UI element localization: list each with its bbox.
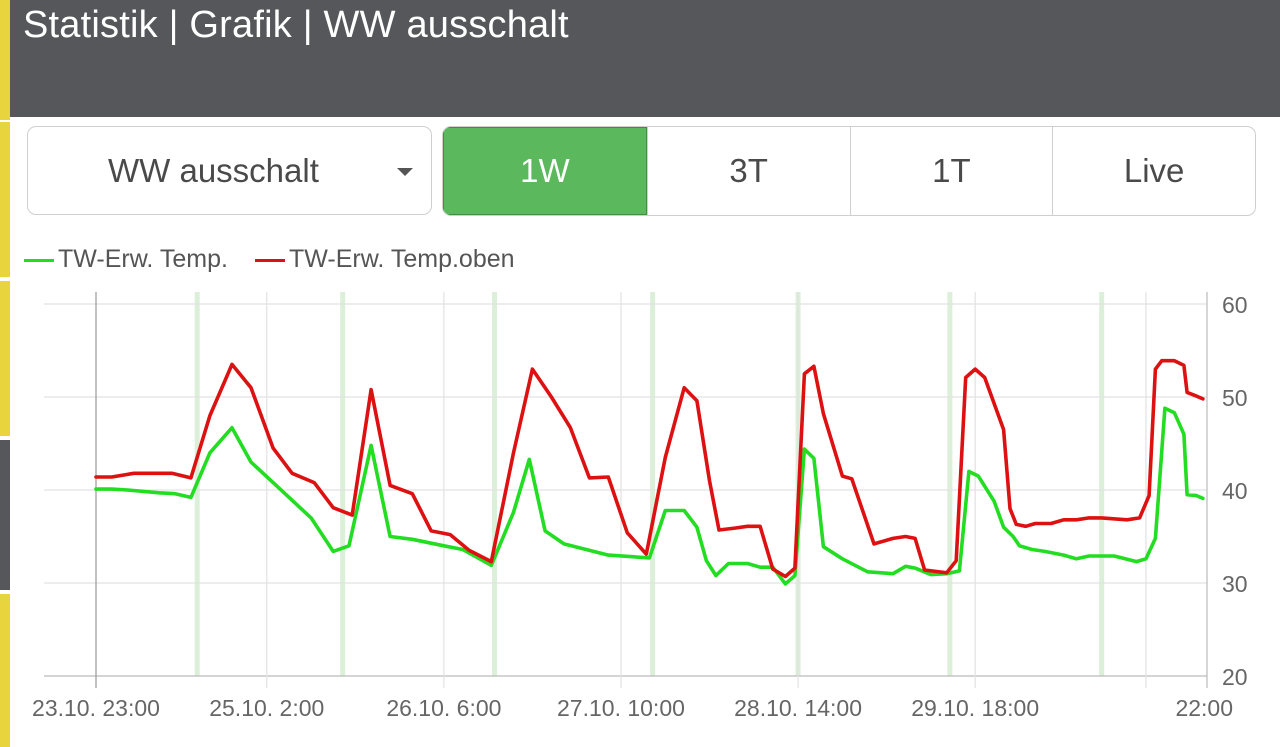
accent-segment (0, 594, 10, 747)
highlight-band (947, 292, 953, 676)
series-line-2 (94, 358, 1205, 579)
accent-segment (0, 281, 10, 436)
y-tick-label: 20 (1222, 664, 1248, 690)
series-line-1 (94, 406, 1205, 586)
y-tick-label: 30 (1222, 571, 1248, 597)
left-accent-bar (0, 0, 10, 747)
x-tick-label: 25.10. 2:00 (209, 695, 324, 721)
legend-swatch (255, 259, 285, 262)
selector-dropdown[interactable]: WW ausschalt (27, 126, 432, 215)
page-header: Statistik | Grafik | WW ausschalt (10, 0, 1280, 117)
highlight-band (491, 292, 497, 676)
selector-value: WW ausschalt (108, 152, 319, 189)
accent-segment (0, 122, 10, 277)
range-button-3t[interactable]: 3T (646, 127, 850, 215)
highlight-band (650, 292, 656, 676)
legend-label: TW-Erw. Temp.oben (289, 245, 515, 273)
legend-swatch (24, 259, 54, 262)
range-selector: 1W 3T 1T Live (442, 126, 1256, 216)
x-tick-label: 28.10. 14:00 (734, 695, 862, 721)
highlight-band (340, 292, 346, 676)
highlight-band (1099, 292, 1105, 676)
y-tick-label: 40 (1222, 478, 1248, 504)
chevron-down-icon (397, 168, 413, 176)
range-button-live[interactable]: Live (1052, 127, 1255, 215)
accent-segment (0, 0, 10, 120)
y-tick-label: 60 (1222, 292, 1248, 318)
accent-segment-active (0, 440, 10, 590)
x-tick-label: 23.10. 23:00 (32, 695, 160, 721)
x-tick-label: 27.10. 10:00 (557, 695, 685, 721)
line-chart: 20 30 40 50 60 23.10. 23:00 25.10. 2:00 26.10. … (32, 292, 1248, 721)
legend-label: TW-Erw. Temp. (58, 245, 228, 273)
x-tick-label: 26.10. 6:00 (386, 695, 501, 721)
y-tick-label: 50 (1222, 385, 1248, 411)
range-button-1t[interactable]: 1T (849, 127, 1053, 215)
page-title: Statistik | Grafik | WW ausschalt (23, 4, 569, 46)
range-button-1w[interactable]: 1W (443, 127, 647, 215)
x-tick-label: 29.10. 18:00 (911, 695, 1039, 721)
x-tick-label: 22:00 (1175, 695, 1233, 721)
